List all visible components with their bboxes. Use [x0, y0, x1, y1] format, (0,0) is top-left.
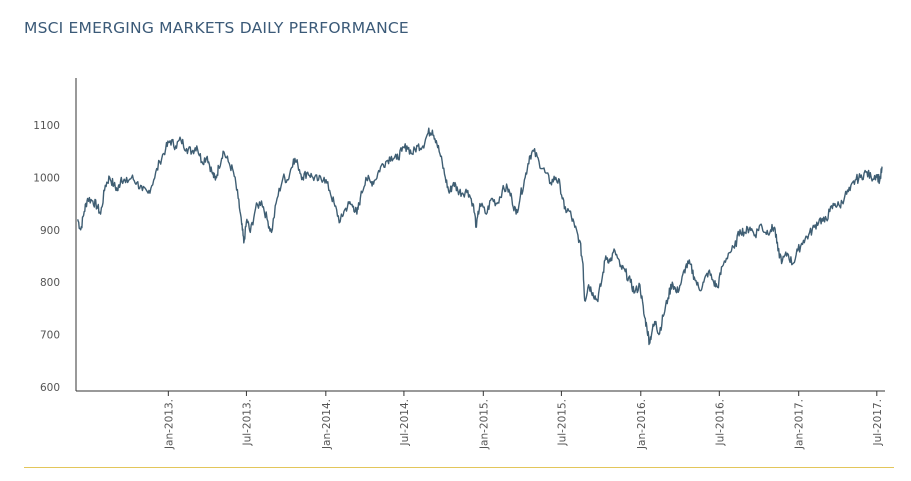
- x-tick-label: Jul-2014.: [399, 399, 411, 447]
- series-group: [77, 127, 883, 346]
- x-tick-label: Jan-2013.: [163, 399, 175, 450]
- y-tick-label: 800: [40, 277, 60, 289]
- y-axis-tick-labels: 600 700 800 900 1000 1100: [33, 120, 60, 394]
- chart-axes: [75, 78, 885, 396]
- x-tick-label: Jan-2015.: [478, 399, 490, 450]
- x-tick-label: Jan-2014.: [321, 399, 333, 450]
- chart-title: MSCI EMERGING MARKETS DAILY PERFORMANCE: [24, 19, 409, 37]
- x-tick-label: Jul-2016.: [714, 399, 726, 447]
- x-tick-label: Jan-2017.: [794, 399, 806, 450]
- x-tick-label: Jul-2017.: [872, 399, 884, 447]
- y-tick-label: 1100: [33, 120, 60, 132]
- x-tick-label: Jul-2015.: [556, 399, 568, 447]
- y-tick-label: 1000: [33, 172, 60, 184]
- x-axis-tick-labels: Jan-2013. Jul-2013. Jan-2014. Jul-2014. Jan-…: [163, 399, 883, 450]
- x-tick-label: Jul-2013.: [241, 399, 253, 447]
- y-tick-label: 700: [40, 330, 60, 342]
- footer-divider: [24, 467, 894, 468]
- y-tick-label: 900: [40, 225, 60, 237]
- series-line: [77, 127, 883, 346]
- x-tick-label: Jan-2016.: [636, 399, 648, 450]
- y-tick-label: 600: [40, 382, 60, 394]
